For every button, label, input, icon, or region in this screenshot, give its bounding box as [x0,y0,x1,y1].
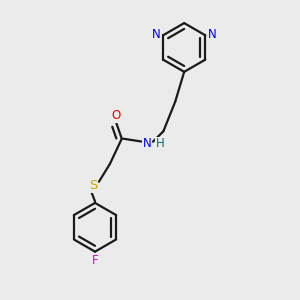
Text: S: S [89,179,98,192]
Text: O: O [111,109,120,122]
Text: F: F [92,254,98,267]
Text: N: N [208,28,216,41]
Text: H: H [156,137,165,150]
Text: N: N [143,137,152,150]
Text: N: N [152,28,161,41]
